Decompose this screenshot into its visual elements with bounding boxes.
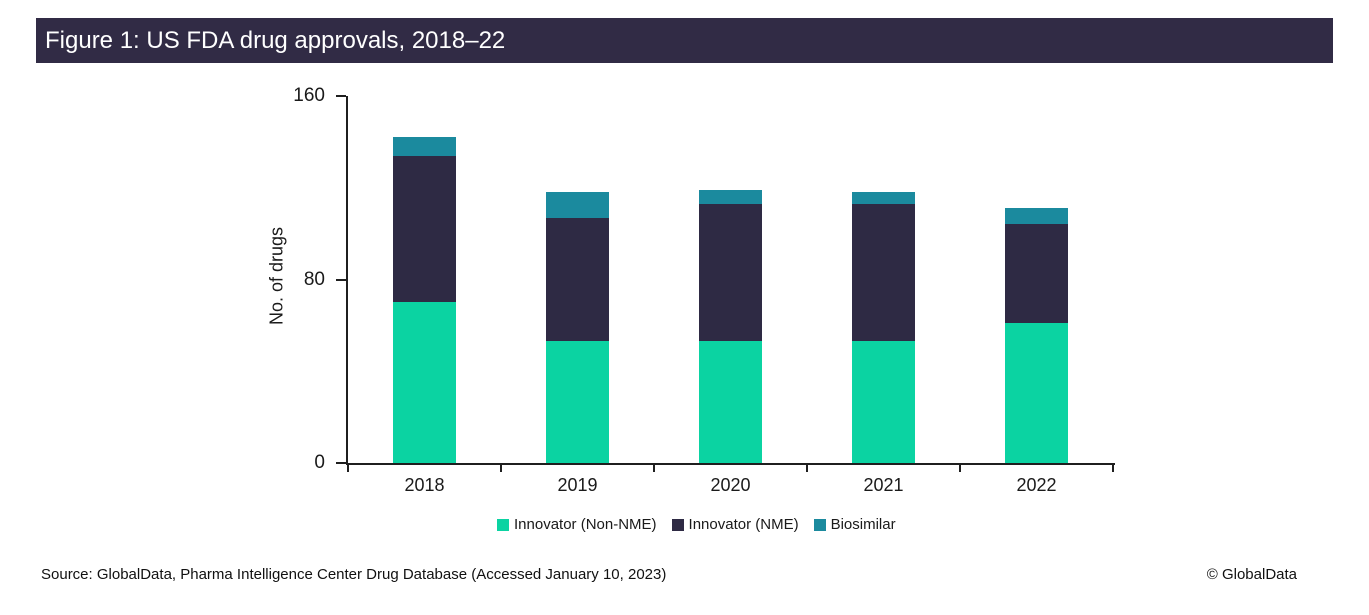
x-axis-category-label: 2019 (557, 475, 598, 495)
x-axis-tick (806, 463, 808, 472)
legend-item: Biosimilar (813, 516, 896, 533)
bar-segment-2021-innovator-non-nme- (852, 341, 915, 463)
y-axis-line (346, 96, 348, 463)
bar-chart-plot-area: 0 80 160 2018 2019 2020 2021 2022 (293, 85, 1115, 495)
x-axis-category-label: 2022 (1016, 475, 1057, 495)
bar-segment-2018-biosimilar (393, 137, 456, 156)
x-axis-tick (653, 463, 655, 472)
legend-swatch-icon (671, 518, 684, 531)
legend-swatch-icon (497, 518, 509, 531)
bar-segment-2019-innovator-non-nme- (546, 341, 609, 463)
bar-segment-2018-innovator-nme- (393, 155, 456, 303)
bar-segment-2018-innovator-non-nme- (393, 302, 456, 463)
x-axis-tick (1112, 463, 1114, 472)
x-axis-tick (347, 463, 349, 472)
x-axis-tick (500, 463, 502, 472)
x-axis-category-label: 2020 (710, 475, 751, 495)
bar-segment-2022-biosimilar (1005, 208, 1068, 225)
y-axis-tick-label: 160 (293, 85, 325, 106)
x-axis-category-label: 2018 (404, 475, 445, 495)
legend-label: Biosimilar (830, 516, 896, 533)
y-axis-tick-label: 0 (314, 452, 325, 473)
legend-label: Innovator (Non-NME) (514, 516, 657, 533)
bar-segment-2022-innovator-non-nme- (1005, 323, 1068, 463)
bar-segment-2021-biosimilar (852, 192, 915, 204)
footer: Source: GlobalData, Pharma Intelligence … (0, 566, 1369, 583)
bar-segment-2020-biosimilar (699, 190, 762, 204)
legend-item: Innovator (NME) (671, 516, 799, 533)
x-axis-line (346, 463, 1115, 465)
y-axis-tick (336, 462, 346, 464)
y-axis-tick-label: 80 (303, 268, 325, 290)
copyright-note: © GlobalData (1206, 566, 1297, 583)
x-axis-category-label: 2021 (863, 475, 904, 495)
legend-swatch-icon (813, 518, 826, 531)
y-axis-tick (336, 278, 346, 281)
bar-segment-2019-biosimilar (546, 192, 609, 218)
figure-title-bar: Figure 1: US FDA drug approvals, 2018–22 (36, 18, 1333, 63)
bar-segment-2020-innovator-non-nme- (699, 341, 762, 463)
bar-segment-2019-innovator-nme- (546, 217, 609, 342)
figure-title: Figure 1: US FDA drug approvals, 2018–22 (45, 27, 506, 54)
x-axis-tick (959, 463, 961, 472)
bar-segment-2020-innovator-nme- (699, 203, 762, 342)
legend-label: Innovator (NME) (688, 516, 799, 533)
y-axis-tick (336, 95, 346, 97)
bar-segment-2022-innovator-nme- (1005, 224, 1068, 324)
bar-segment-2021-innovator-nme- (852, 203, 915, 342)
legend-item: Innovator (Non-NME) (497, 516, 657, 533)
chart-legend: Innovator (Non-NME) Innovator (NME) Biosim… (497, 516, 896, 533)
source-note: Source: GlobalData, Pharma Intelligence … (41, 566, 667, 583)
